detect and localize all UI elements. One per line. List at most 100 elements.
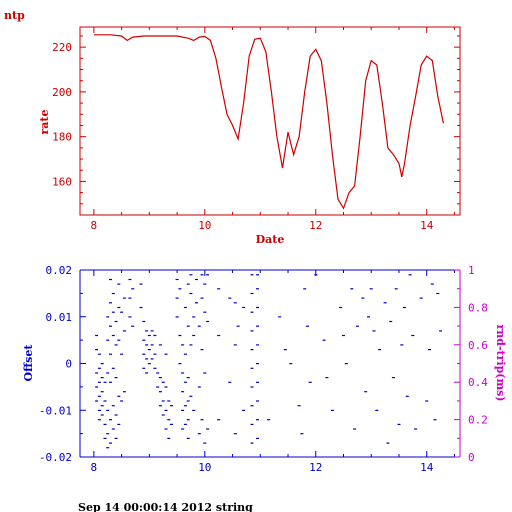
offset-data-point — [167, 437, 171, 439]
offset-data-point — [128, 316, 132, 318]
offset-data-point — [114, 437, 118, 439]
rate-y-tick-label: 200 — [52, 86, 72, 99]
offset-x-tick-label: 14 — [420, 461, 434, 474]
offset-data-point — [181, 372, 185, 374]
offset-data-point — [106, 316, 110, 318]
offset-data-point — [122, 297, 126, 299]
offset-data-point — [156, 372, 160, 374]
offset-data-point — [142, 339, 146, 341]
offset-data-point — [150, 358, 154, 360]
offset-data-point — [195, 302, 198, 304]
offset-data-point — [414, 428, 418, 430]
offset-y-tick-label: 0.02 — [46, 264, 73, 277]
offset-data-point — [117, 423, 121, 425]
offset-data-point — [408, 274, 412, 276]
offset-data-point — [206, 274, 210, 276]
offset-data-point — [192, 334, 196, 337]
offset-data-point — [361, 297, 365, 299]
offset-data-point — [256, 437, 259, 439]
offset-data-point — [100, 377, 104, 379]
offset-data-point — [122, 330, 126, 332]
offset-data-point — [181, 409, 185, 411]
roundtrip-y-tick-label: 0.8 — [468, 301, 488, 314]
offset-data-point — [139, 283, 143, 285]
offset-data-point — [256, 344, 259, 346]
offset-data-point — [181, 391, 185, 393]
offset-data-point — [419, 297, 423, 299]
offset-data-point — [117, 283, 121, 285]
offset-data-point — [322, 339, 326, 341]
offset-data-point — [217, 419, 221, 421]
offset-data-point — [256, 400, 259, 402]
offset-data-point — [397, 423, 401, 425]
offset-data-point — [189, 344, 193, 346]
offset-data-point — [100, 391, 104, 393]
offset-data-point — [250, 311, 254, 313]
offset-data-point — [325, 377, 329, 379]
offset-data-point — [120, 353, 124, 355]
offset-data-point — [350, 288, 354, 290]
offset-data-point — [372, 330, 376, 332]
offset-data-point — [95, 386, 99, 388]
offset-data-point — [297, 405, 301, 407]
offset-chart: 8 10 12 14 -0.02 -0.01 0 0.01 0.02 0 0.2 0.4 0.6 0.8 1 — [39, 264, 488, 474]
rate-x-axis-label: Date — [256, 233, 285, 246]
rate-x-tick-label: 10 — [198, 219, 211, 232]
offset-data-point — [353, 428, 357, 430]
offset-data-point — [131, 325, 135, 327]
offset-y-tick-label: 0 — [65, 358, 72, 371]
offset-data-point — [106, 339, 110, 341]
offset-data-point — [200, 297, 204, 299]
offset-data-point — [342, 334, 345, 337]
offset-data-point — [250, 292, 254, 295]
offset-x-tick-label: 12 — [309, 461, 322, 474]
offset-data-point — [186, 377, 190, 379]
offset-data-point — [161, 400, 165, 402]
offset-data-point — [128, 278, 132, 281]
offset-data-point — [256, 306, 259, 309]
offset-data-point — [386, 442, 390, 444]
offset-data-point — [278, 316, 282, 318]
offset-data-point — [109, 353, 112, 355]
offset-data-point — [400, 344, 404, 346]
offset-data-point — [103, 400, 107, 402]
rate-x-tick-label: 12 — [309, 219, 322, 232]
offset-data-point — [267, 419, 271, 421]
offset-data-point — [192, 409, 196, 411]
offset-data-point — [183, 423, 187, 425]
offset-data-point — [217, 288, 221, 290]
offset-data-point — [120, 311, 124, 313]
offset-y-tick-label: -0.02 — [39, 451, 72, 464]
offset-data-point — [109, 419, 112, 421]
offset-data-point — [103, 423, 107, 425]
offset-data-point — [175, 316, 179, 318]
offset-data-point — [250, 405, 254, 407]
offset-x-tick-label: 8 — [91, 461, 98, 474]
offset-data-point — [97, 367, 101, 369]
offset-data-point — [175, 297, 179, 299]
offset-data-point — [181, 428, 185, 430]
roundtrip-y-tick-label: 0 — [468, 451, 475, 464]
offset-y-tick-label: -0.01 — [39, 404, 72, 417]
offset-x-tick-label: 10 — [198, 461, 211, 474]
offset-data-point — [203, 283, 207, 285]
offset-data-point — [364, 391, 368, 393]
offset-data-point — [433, 419, 437, 421]
offset-data-point — [378, 349, 382, 351]
offset-data-point — [114, 414, 118, 416]
offset-data-point — [111, 428, 115, 430]
offset-data-point — [183, 353, 187, 355]
offset-data-point — [106, 447, 110, 449]
offset-data-point — [430, 283, 434, 285]
offset-data-point — [236, 325, 240, 327]
offset-data-point — [186, 325, 190, 327]
offset-data-point — [158, 391, 162, 393]
offset-data-point — [131, 288, 135, 290]
offset-data-point — [147, 363, 151, 365]
offset-data-point — [186, 400, 190, 402]
offset-data-point — [178, 363, 182, 365]
offset-data-point — [95, 400, 99, 402]
offset-data-point — [142, 320, 146, 323]
offset-data-point — [250, 442, 254, 444]
